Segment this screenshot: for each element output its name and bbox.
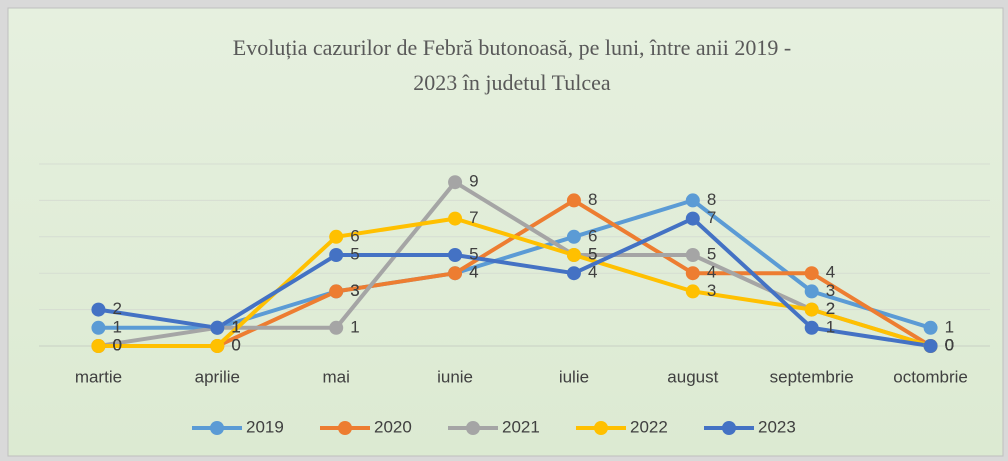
marker [685, 284, 700, 299]
data-label: 1 [826, 317, 835, 336]
data-label: 0 [945, 335, 954, 354]
series-line [98, 216, 931, 348]
marker [91, 320, 106, 335]
data-label: 4 [588, 263, 597, 282]
data-label: 5 [707, 244, 716, 263]
data-label: 8 [588, 190, 597, 209]
x-tick-label: aprilie [195, 367, 240, 386]
data-label: 3 [350, 281, 359, 300]
legend-label: 2021 [502, 417, 540, 436]
legend-marker [722, 421, 736, 435]
x-tick-label: martie [75, 367, 122, 386]
data-label: 5 [588, 244, 597, 263]
data-label: 0 [945, 335, 954, 354]
data-label: 7 [469, 208, 478, 227]
marker [804, 266, 819, 281]
data-label: 1 [350, 317, 359, 336]
data-label: 1 [945, 317, 954, 336]
legend-marker [594, 421, 608, 435]
data-label: 0 [112, 335, 121, 354]
marker [329, 320, 344, 335]
data-label: 4 [826, 263, 835, 282]
marker [566, 193, 581, 208]
data-label: 1 [231, 317, 240, 336]
data-label: 2 [826, 299, 835, 318]
data-label: 3 [826, 281, 835, 300]
marker [210, 339, 225, 353]
data-label: 2 [112, 299, 121, 318]
marker [448, 175, 463, 190]
marker [329, 229, 344, 244]
marker [923, 339, 938, 353]
marker [804, 302, 819, 317]
data-label: 0 [231, 335, 240, 354]
data-label: 3 [350, 281, 359, 300]
data-label: 6 [350, 226, 359, 245]
legend-marker [338, 421, 352, 435]
x-tick-label: iulie [559, 367, 589, 386]
marker [448, 248, 463, 262]
data-label: 8 [707, 190, 716, 209]
marker [685, 266, 700, 281]
data-label: 5 [469, 244, 478, 263]
data-label: 0 [112, 335, 121, 354]
marker [448, 266, 463, 281]
marker [91, 339, 106, 353]
data-label: 4 [469, 263, 478, 282]
x-tick-label: august [667, 367, 718, 386]
marker [923, 320, 938, 335]
data-label: 3 [707, 281, 716, 300]
chart-title: 2023 în judetul Tulcea [413, 70, 611, 95]
marker [685, 193, 700, 208]
x-tick-label: octombrie [893, 367, 968, 386]
marker [685, 211, 700, 226]
marker [566, 248, 581, 262]
marker [448, 211, 463, 226]
marker [329, 284, 344, 299]
marker [210, 320, 225, 335]
marker [685, 248, 700, 262]
legend-label: 2022 [630, 417, 668, 436]
marker [329, 248, 344, 262]
x-tick-label: septembrie [770, 367, 854, 386]
chart-title: Evoluția cazurilor de Febră butonoasă, p… [233, 35, 791, 60]
marker [804, 320, 819, 335]
legend-label: 2023 [758, 417, 796, 436]
data-label: 6 [588, 226, 597, 245]
data-label: 7 [707, 208, 716, 227]
marker [566, 229, 581, 244]
legend-label: 2020 [374, 417, 412, 436]
legend-label: 2019 [246, 417, 284, 436]
data-label: 2 [826, 299, 835, 318]
data-label: 1 [112, 317, 121, 336]
marker [804, 284, 819, 299]
x-tick-label: mai [322, 367, 349, 386]
data-label: 9 [469, 172, 478, 191]
data-label: 4 [469, 263, 478, 282]
x-tick-label: iunie [437, 367, 473, 386]
series-line [98, 216, 932, 348]
marker [566, 266, 581, 281]
legend-marker [210, 421, 224, 435]
data-label: 5 [350, 244, 359, 263]
data-label: 5 [588, 244, 597, 263]
data-label: 0 [945, 335, 954, 354]
data-label: 0 [112, 335, 121, 354]
data-label: 0 [231, 335, 240, 354]
data-label: 1 [231, 317, 240, 336]
data-label: 4 [707, 263, 716, 282]
legend-marker [466, 421, 480, 435]
data-label: 1 [231, 317, 240, 336]
series-line [98, 198, 932, 330]
marker [91, 302, 106, 317]
data-label: 0 [945, 335, 954, 354]
